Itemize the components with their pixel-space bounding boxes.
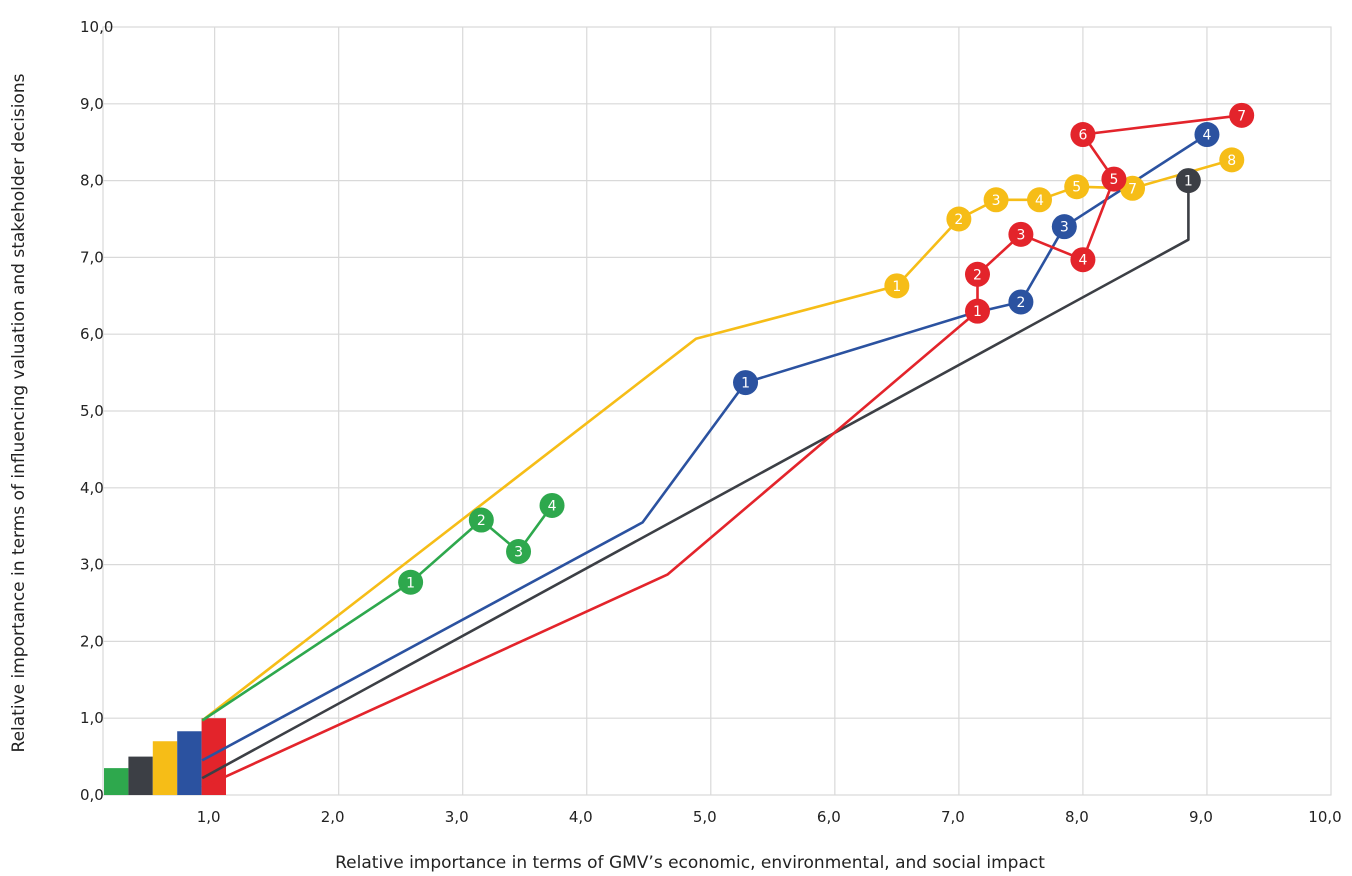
data-point: [1064, 174, 1090, 200]
y-tick-label: 7,0: [80, 248, 104, 266]
data-point: [1120, 175, 1146, 201]
data-point-label: 3: [1016, 227, 1025, 243]
data-point-label: 5: [1072, 180, 1081, 196]
y-tick-label: 1,0: [80, 709, 104, 727]
data-point-label: 2: [973, 267, 982, 283]
tick-labels: 1,0 2,0 3,0 4,0 5,0 6,0 7,0 8,0 9,0 10,0 0,0 1,0 2,0…: [80, 18, 1342, 826]
data-point-label: 1: [973, 304, 982, 320]
data-point-label: 5: [1109, 172, 1118, 188]
data-point-label: 3: [514, 545, 523, 561]
legend-bar: [201, 718, 226, 795]
y-tick-label: 0,0: [80, 786, 104, 804]
data-point-label: 2: [1016, 295, 1025, 311]
data-point: [1229, 102, 1255, 128]
series-lines: [201, 114, 1242, 789]
data-point: [468, 507, 494, 533]
data-point: [964, 261, 990, 287]
y-tick-label: 3,0: [80, 556, 104, 574]
data-point: [946, 206, 972, 232]
data-point: [964, 298, 990, 324]
data-point: [1008, 221, 1034, 247]
x-tick-label: 8,0: [1065, 808, 1089, 826]
data-point-label: 6: [1078, 128, 1087, 144]
data-point: [1194, 122, 1220, 148]
x-tick-label: 10,0: [1308, 808, 1341, 826]
data-point-label: 4: [1078, 253, 1087, 269]
data-point-label: 1: [1184, 174, 1193, 190]
x-tick-label: 1,0: [197, 808, 221, 826]
data-point-label: 8: [1227, 153, 1236, 169]
legend-bar: [104, 768, 129, 795]
data-point: [1051, 214, 1077, 240]
x-axis-title: Relative importance in terms of GMV’s ec…: [335, 853, 1045, 873]
data-point: [398, 569, 424, 595]
series-line: [201, 180, 1190, 780]
data-point-label: 3: [1060, 220, 1069, 236]
data-point: [983, 187, 1009, 213]
data-point: [884, 273, 910, 299]
data-point: [1101, 166, 1127, 192]
grid: [102, 26, 1332, 796]
series-line: [201, 114, 1242, 789]
data-point-label: 4: [1035, 193, 1044, 209]
x-tick-label: 2,0: [321, 808, 345, 826]
x-tick-label: 5,0: [693, 808, 717, 826]
x-tick-label: 4,0: [569, 808, 593, 826]
y-tick-label: 4,0: [80, 479, 104, 497]
legend-bar: [152, 741, 178, 795]
y-tick-label: 10,0: [80, 18, 113, 36]
data-point-label: 3: [992, 193, 1001, 209]
data-point-label: 4: [548, 498, 557, 514]
data-point-label: 4: [1202, 128, 1211, 144]
legend-bar: [128, 756, 153, 795]
series-line: [201, 504, 554, 722]
y-tick-label: 8,0: [80, 172, 104, 190]
legend-bar: [177, 731, 202, 795]
x-tick-label: 3,0: [445, 808, 469, 826]
data-point-label: 2: [477, 513, 486, 529]
y-tick-label: 9,0: [80, 95, 104, 113]
data-point: [506, 539, 532, 565]
data-point: [1070, 122, 1096, 148]
y-tick-label: 6,0: [80, 325, 104, 343]
data-point: [539, 492, 565, 518]
data-point-label: 7: [1128, 181, 1137, 197]
data-point: [1008, 289, 1034, 315]
y-tick-label: 5,0: [80, 402, 104, 420]
x-tick-label: 7,0: [941, 808, 965, 826]
x-tick-label: 9,0: [1189, 808, 1213, 826]
y-axis-title: Relative importance in terms of influenc…: [9, 73, 29, 752]
series-line: [201, 158, 1233, 722]
data-point: [1219, 147, 1245, 173]
data-point-label: 7: [1237, 108, 1246, 124]
data-point: [733, 370, 759, 396]
data-point-label: 1: [892, 279, 901, 295]
data-point: [1070, 247, 1096, 273]
data-point: [1175, 168, 1201, 194]
y-tick-label: 2,0: [80, 632, 104, 650]
data-point-label: 1: [406, 575, 415, 591]
data-point-label: 2: [954, 212, 963, 228]
data-point: [1027, 187, 1053, 213]
x-tick-label: 6,0: [817, 808, 841, 826]
data-point-label: 1: [741, 376, 750, 392]
legend-bars: [104, 718, 226, 795]
